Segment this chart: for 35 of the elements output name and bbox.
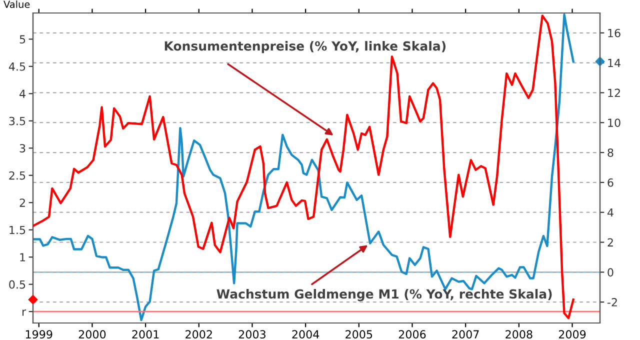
y-tick-label: 5 [20, 35, 26, 44]
annotation: Konsumentenpreise (% YoY, linke Skala) [164, 41, 446, 54]
x-tick-label: 2004 [292, 330, 320, 339]
y-axis-title: Value [4, 0, 30, 8]
x-tick-label: 2001 [132, 330, 159, 339]
y-tick-label: 3.5 [9, 116, 26, 126]
y2-tick-label: 4 [607, 208, 614, 217]
annotation: Wachstum Geldmenge M1 (% YoY, rechte Skala) [216, 289, 552, 302]
y-tick-label: 2.5 [9, 171, 26, 180]
y-tick-label: 3 [20, 144, 26, 152]
x-tick-label: 2008 [506, 330, 532, 339]
y-tick-label: 4 [20, 90, 26, 98]
x-tick-label: 2000 [78, 330, 106, 339]
y2-tick-label: 2 [608, 238, 613, 246]
y-tick-label: 4.5 [8, 62, 26, 71]
x-tick-label: 1999 [26, 330, 52, 339]
y-tick-label: 2 [20, 198, 25, 207]
y2-tick-label: 0 [608, 268, 614, 277]
x-tick-label: 2006 [398, 330, 426, 339]
x-tick-label: 2003 [238, 330, 266, 339]
y2-tick-label: 12 [608, 88, 620, 97]
y2-tick-label: 8 [608, 148, 614, 157]
y2-tick-label: 10 [608, 118, 620, 127]
y2-tick-label: 14 [608, 58, 620, 68]
y-tick-label: r [22, 310, 26, 316]
y-tick-label: 1.5 [10, 226, 26, 234]
x-tick-label: 2005 [346, 330, 372, 339]
y2-tick-label: 6 [608, 178, 614, 187]
y-tick-label: 0.5 [9, 280, 26, 289]
y2-tick-label: 16 [608, 28, 620, 38]
x-tick-label: 2002 [186, 330, 212, 339]
y-tick-label: 1 [20, 253, 26, 262]
x-tick-label: 2009 [558, 330, 586, 339]
x-tick-label: 2007 [452, 330, 479, 339]
y2-tick-label: -2 [607, 298, 617, 306]
